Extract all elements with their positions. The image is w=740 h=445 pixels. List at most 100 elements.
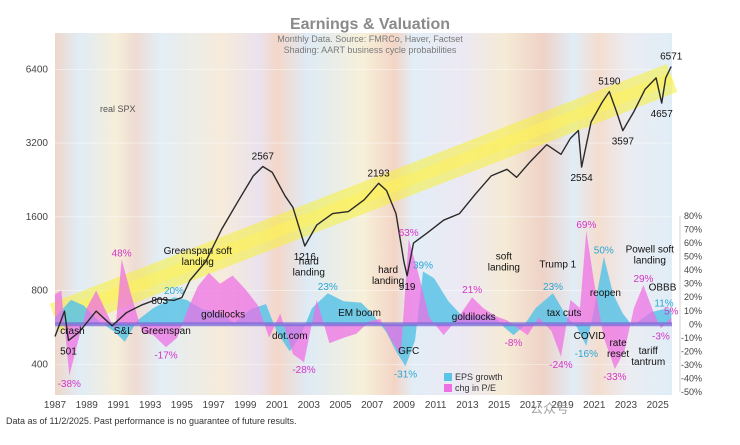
- pct-value-label: 50%: [594, 246, 614, 257]
- right-tick-label: 0%: [689, 319, 702, 329]
- pct-value-label: 69%: [576, 220, 596, 231]
- x-axis: 1987 1989 1991 1993 1995 1997 1999 2001 2003 2005…: [44, 400, 669, 411]
- event-annotation-line: OBBB: [649, 282, 677, 293]
- event-annotation-line: goldilocks: [452, 312, 496, 323]
- event-annotation-line: tantrum: [631, 357, 665, 368]
- x-tick-label: 2005: [329, 400, 352, 411]
- pct-value-label: 23%: [543, 282, 563, 293]
- event-annotation-line: S&L: [114, 326, 133, 337]
- event-annotation-line: hard: [378, 265, 398, 276]
- event-annotation-line: reset: [607, 349, 629, 360]
- event-annotation: hard landing: [293, 257, 325, 279]
- event-annotation-line: COVID: [574, 331, 606, 342]
- trend-band-core: [52, 72, 675, 324]
- left-tick-label: 3200: [26, 138, 49, 149]
- legend-swatch-pe: [444, 384, 452, 392]
- event-annotation-line: dot.com: [272, 331, 308, 342]
- x-tick-label: 2015: [488, 400, 511, 411]
- event-annotation-line: landing: [634, 256, 666, 267]
- real-spx-line: [54, 66, 672, 342]
- x-tick-label: 1989: [76, 400, 99, 411]
- event-annotation: crash: [60, 326, 84, 337]
- spx-value-label: 2554: [570, 173, 593, 184]
- right-tick-label: -40%: [681, 373, 702, 383]
- event-annotation: GFC: [398, 346, 419, 357]
- spx-value-label: 803: [151, 296, 168, 307]
- eps-growth-area: [55, 256, 672, 367]
- event-annotation-line: landing: [372, 276, 404, 287]
- event-annotation: COVID: [574, 331, 606, 342]
- x-tick-label: 2017: [520, 400, 543, 411]
- event-annotation: Trump 1: [539, 259, 576, 270]
- event-annotation-line: tax cuts: [547, 308, 581, 319]
- pct-value-label: -33%: [603, 372, 626, 383]
- x-tick-label: 2013: [456, 400, 479, 411]
- left-tick-label: 400: [31, 359, 48, 370]
- right-tick-label: 20%: [684, 292, 702, 302]
- event-annotation: rate reset: [607, 338, 629, 360]
- legend-swatch-eps: [444, 373, 452, 381]
- legend: EPS growth chg in P/E: [444, 372, 503, 393]
- pct-value-label: 21%: [462, 285, 482, 296]
- spx-value-label: 6571: [660, 51, 683, 62]
- event-annotation: hard landing: [372, 265, 404, 287]
- pct-value-label: 20%: [164, 286, 184, 297]
- pct-value-label: -8%: [504, 338, 522, 349]
- event-annotation: OBBB: [649, 282, 677, 293]
- event-annotation: Greenspan: [141, 326, 190, 337]
- spx-layer: [54, 66, 672, 342]
- event-annotation-line: reopen: [590, 288, 621, 299]
- x-tick-label: 2007: [361, 400, 384, 411]
- pct-value-label: 39%: [413, 261, 433, 272]
- area-layer: [55, 230, 672, 376]
- watermark: 公众号: [530, 402, 570, 417]
- right-tick-label: 60%: [684, 238, 702, 248]
- legend-label-eps: EPS growth: [455, 372, 503, 382]
- legend-label-pe: chg in P/E: [455, 383, 496, 393]
- pct-value-label: 23%: [318, 282, 338, 293]
- event-annotation: Greenspan soft landing: [164, 246, 233, 268]
- spx-value-label: 919: [399, 282, 416, 293]
- pct-value-label: -28%: [292, 365, 315, 376]
- x-tick-label: 2009: [393, 400, 416, 411]
- event-annotation-line: rate: [609, 338, 627, 349]
- x-tick-label: 1991: [107, 400, 130, 411]
- event-annotation: goldilocks: [452, 312, 496, 323]
- x-tick-label: 2025: [647, 400, 670, 411]
- right-tick-label: 50%: [684, 252, 702, 262]
- spx-value-label: 501: [60, 346, 77, 357]
- event-annotation-line: tariff: [639, 346, 658, 357]
- chart-subtitle: Monthly Data. Source: FMRCo, Haver, Fact…: [277, 34, 463, 44]
- pct-value-label: 63%: [399, 228, 419, 239]
- x-tick-label: 2019: [551, 400, 574, 411]
- right-axis: 80% 70% 60% 50% 40% 30% 20% 10% 0% -10% -20% -30% -4…: [679, 211, 702, 397]
- event-annotation: tariff tantrum: [631, 346, 665, 368]
- pct-value-label: -38%: [58, 379, 81, 390]
- event-annotation: reopen: [590, 288, 621, 299]
- pct-value-label: 48%: [112, 248, 132, 259]
- series-label-real-spx: real SPX: [100, 104, 136, 114]
- left-axis: 400 800 1600 3200 6400: [26, 64, 49, 370]
- event-annotation: S&L: [114, 326, 133, 337]
- chart-title: Earnings & Valuation: [290, 16, 450, 33]
- spx-value-label: 2193: [367, 168, 390, 179]
- right-tick-label: 70%: [684, 225, 702, 235]
- trend-layer: [49, 63, 678, 332]
- event-annotation-line: GFC: [398, 346, 419, 357]
- event-annotation-line: hard: [299, 257, 319, 268]
- event-annotation-line: landing: [182, 257, 214, 268]
- event-annotation-line: EM boom: [338, 308, 381, 319]
- pct-value-label: -31%: [394, 369, 417, 380]
- pct-value-label: 11%: [654, 298, 673, 309]
- right-tick-label: -10%: [681, 333, 702, 343]
- event-annotation: tax cuts: [547, 308, 581, 319]
- event-annotation-line: goldilocks: [201, 310, 245, 321]
- x-tick-label: 1999: [234, 400, 257, 411]
- x-tick-label: 1995: [171, 400, 194, 411]
- x-tick-label: 2011: [425, 400, 447, 411]
- pct-value-label: -3%: [652, 331, 670, 342]
- pct-value-label: 29%: [633, 274, 653, 285]
- spx-value-label: 5190: [598, 77, 621, 88]
